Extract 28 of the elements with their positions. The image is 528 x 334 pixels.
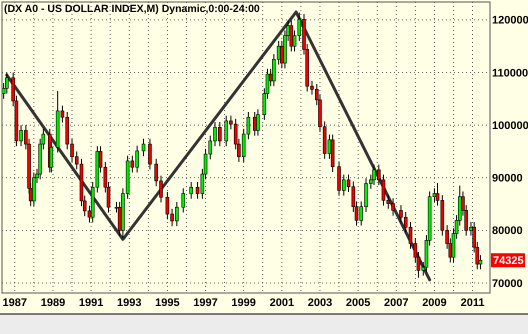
candlestick [224, 115, 228, 147]
candlestick [189, 181, 193, 200]
candlestick [256, 108, 260, 136]
x-tick-label: 2009 [422, 297, 447, 309]
x-tick-label: 1997 [193, 297, 218, 309]
x-tick-label: 1991 [78, 297, 104, 309]
chart-title: (DX A0 - US DOLLAR INDEX,M) Dynamic,0:00-24:00 [4, 3, 260, 15]
candlestick [148, 138, 152, 170]
candlestick [181, 188, 186, 213]
y-tick-label: 80000 [492, 225, 523, 238]
x-tick-label: 2003 [308, 297, 332, 309]
y-tick-label: 110000 [492, 67, 528, 80]
candlestick [142, 138, 146, 157]
x-tick-label: 1999 [231, 297, 256, 309]
x-tick-label: 1987 [2, 297, 28, 309]
y-tick-label: 120000 [492, 14, 528, 27]
x-tick-label: 2001 [270, 297, 294, 309]
x-tick-label: 1993 [117, 297, 142, 309]
y-tick-label: 90000 [492, 172, 523, 185]
y-tick-label: 70000 [492, 278, 523, 290]
x-tick-label: 2007 [384, 297, 409, 309]
y-tick-label: 100000 [492, 120, 528, 132]
candlestick [290, 20, 294, 52]
annotation: 74325 [493, 255, 524, 268]
x-tick-label: 2011 [460, 297, 484, 309]
x-tick-label: 2005 [346, 297, 370, 309]
x-tick-label: 1995 [155, 297, 180, 309]
x-tick-label: 1989 [40, 297, 66, 309]
